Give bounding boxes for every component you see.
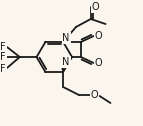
Text: F: F — [0, 52, 6, 62]
Text: O: O — [95, 58, 102, 68]
Text: O: O — [95, 31, 102, 41]
Text: F: F — [0, 42, 6, 52]
Text: F: F — [0, 64, 6, 74]
Text: N: N — [62, 57, 70, 67]
Text: N: N — [62, 33, 70, 43]
Text: O: O — [91, 90, 99, 100]
Text: O: O — [92, 2, 100, 12]
